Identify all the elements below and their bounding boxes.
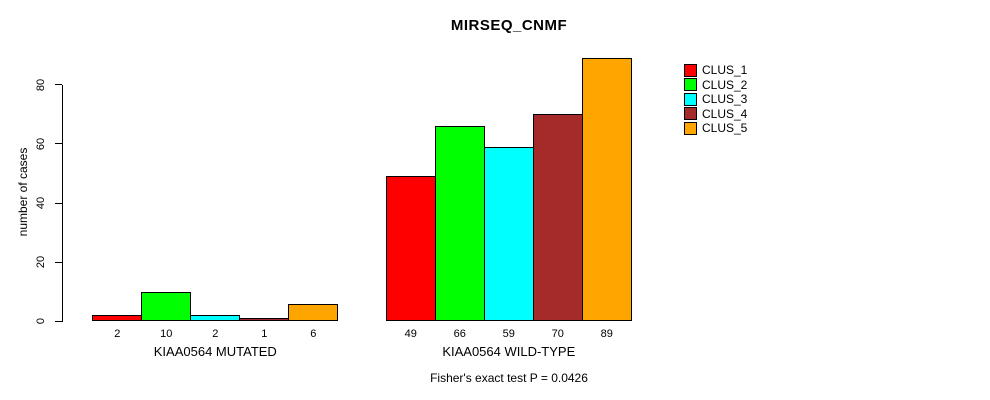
legend-item: CLUS_4 [684, 107, 747, 122]
legend-swatch [684, 78, 697, 92]
legend-swatch [684, 107, 697, 121]
legend-item: CLUS_3 [684, 92, 747, 107]
bar-value-label: 89 [600, 327, 613, 340]
y-tick [54, 84, 62, 86]
y-axis-title: number of cases [16, 147, 30, 237]
legend-label: CLUS_3 [702, 92, 748, 107]
group-label: KIAA0564 MUTATED [153, 343, 277, 359]
bar-value-label: 1 [261, 327, 268, 340]
bar-value-label: 6 [310, 327, 317, 340]
bar-value-label: 10 [160, 327, 173, 340]
y-tick-label: 40 [35, 196, 47, 210]
bar [190, 315, 241, 322]
y-axis-line [61, 84, 63, 323]
legend-label: CLUS_1 [702, 63, 748, 78]
stat-caption: Fisher's exact test P = 0.0426 [430, 371, 588, 385]
bar [532, 114, 583, 322]
bar-value-label: 66 [453, 327, 466, 340]
bar-value-label: 70 [551, 327, 564, 340]
bar [141, 291, 192, 322]
bar-value-label: 2 [212, 327, 219, 340]
legend: CLUS_1 CLUS_2 CLUS_3 CLUS_4 CLUS_5 [684, 63, 747, 136]
bar-value-label: 59 [502, 327, 515, 340]
y-tick-label: 20 [35, 256, 47, 269]
legend-swatch [684, 92, 697, 106]
bar [483, 146, 534, 322]
bar [288, 303, 339, 322]
legend-swatch [684, 63, 697, 77]
bar [385, 176, 436, 322]
y-tick [54, 202, 62, 204]
legend-item: CLUS_5 [684, 121, 747, 136]
legend-label: CLUS_4 [702, 106, 748, 121]
legend-item: CLUS_1 [684, 63, 747, 78]
bar-value-label: 2 [114, 327, 121, 340]
legend-label: CLUS_5 [702, 121, 748, 136]
bar [239, 318, 290, 322]
legend-swatch [684, 121, 697, 135]
y-tick [54, 143, 62, 145]
legend-item: CLUS_2 [684, 78, 747, 93]
bar [434, 126, 485, 322]
y-tick [54, 320, 62, 322]
bar-value-label: 49 [404, 327, 417, 340]
group-label: KIAA0564 WILD-TYPE [442, 343, 576, 359]
chart-title: MIRSEQ_CNMF [450, 17, 568, 34]
bar [92, 315, 143, 322]
y-tick-label: 80 [35, 78, 47, 91]
y-tick-label: 60 [35, 137, 47, 150]
y-tick-label: 0 [35, 318, 47, 325]
y-tick [54, 261, 62, 263]
legend-label: CLUS_2 [702, 77, 748, 92]
bar [581, 57, 632, 322]
